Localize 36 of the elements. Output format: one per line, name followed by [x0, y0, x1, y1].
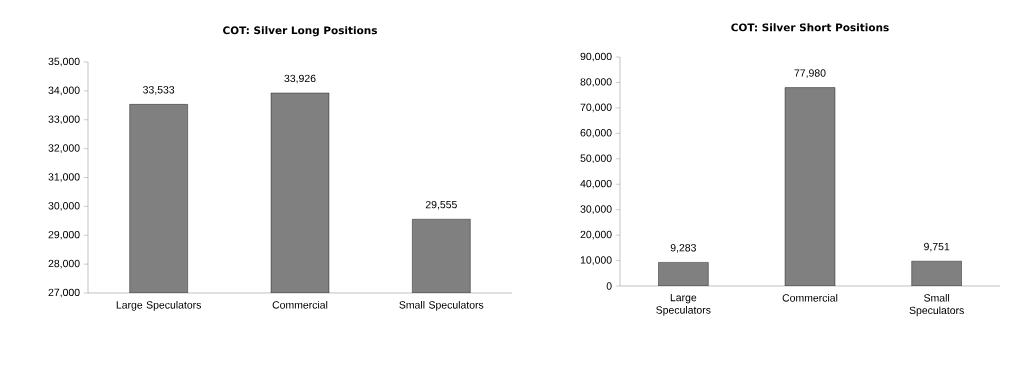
y-tick-label: 31,000: [48, 173, 80, 182]
data-label: 33,533: [143, 86, 175, 95]
y-tick-label: 90,000: [580, 52, 612, 62]
x-tick-label: Small Speculators: [909, 293, 964, 317]
bar: [658, 262, 709, 286]
y-tick-label: 60,000: [580, 129, 612, 138]
y-tick-label: 30,000: [48, 202, 80, 211]
y-tick-label: 80,000: [580, 78, 612, 87]
y-tick-label: 70,000: [580, 103, 612, 113]
y-tick-label: 0: [606, 282, 612, 290]
chart-title: COT: Silver Long Positions: [223, 26, 377, 37]
y-tick-label: 35,000: [48, 57, 80, 67]
x-tick-label: Large Speculators: [116, 300, 201, 311]
y-tick-label: 30,000: [580, 205, 612, 214]
y-tick-label: 20,000: [580, 230, 612, 240]
chart-title: COT: Silver Short Positions: [731, 23, 889, 32]
y-tick-label: 32,000: [48, 144, 80, 153]
x-tick-label: Commercial: [272, 300, 328, 309]
y-tick-label: 33,000: [48, 115, 80, 125]
y-tick-label: 27,000: [48, 288, 80, 298]
data-label: 29,555: [425, 200, 457, 210]
y-tick-label: 10,000: [580, 256, 612, 265]
x-tick-label: Commercial: [782, 293, 838, 302]
x-tick-label: Small Speculators: [399, 300, 484, 311]
y-tick-label: 28,000: [48, 259, 80, 269]
data-label: 77,980: [794, 69, 826, 78]
y-tick-label: 50,000: [580, 154, 612, 164]
bar: [784, 87, 836, 286]
data-label: 9,283: [670, 244, 696, 253]
data-label: 9,751: [924, 242, 950, 252]
bar: [911, 260, 962, 286]
x-tick-label: Large Speculators: [656, 293, 711, 316]
y-tick-label: 40,000: [580, 179, 612, 189]
y-tick-label: 29,000: [48, 230, 80, 240]
y-tick-label: 34,000: [48, 86, 80, 96]
data-label: 33,926: [284, 74, 316, 84]
